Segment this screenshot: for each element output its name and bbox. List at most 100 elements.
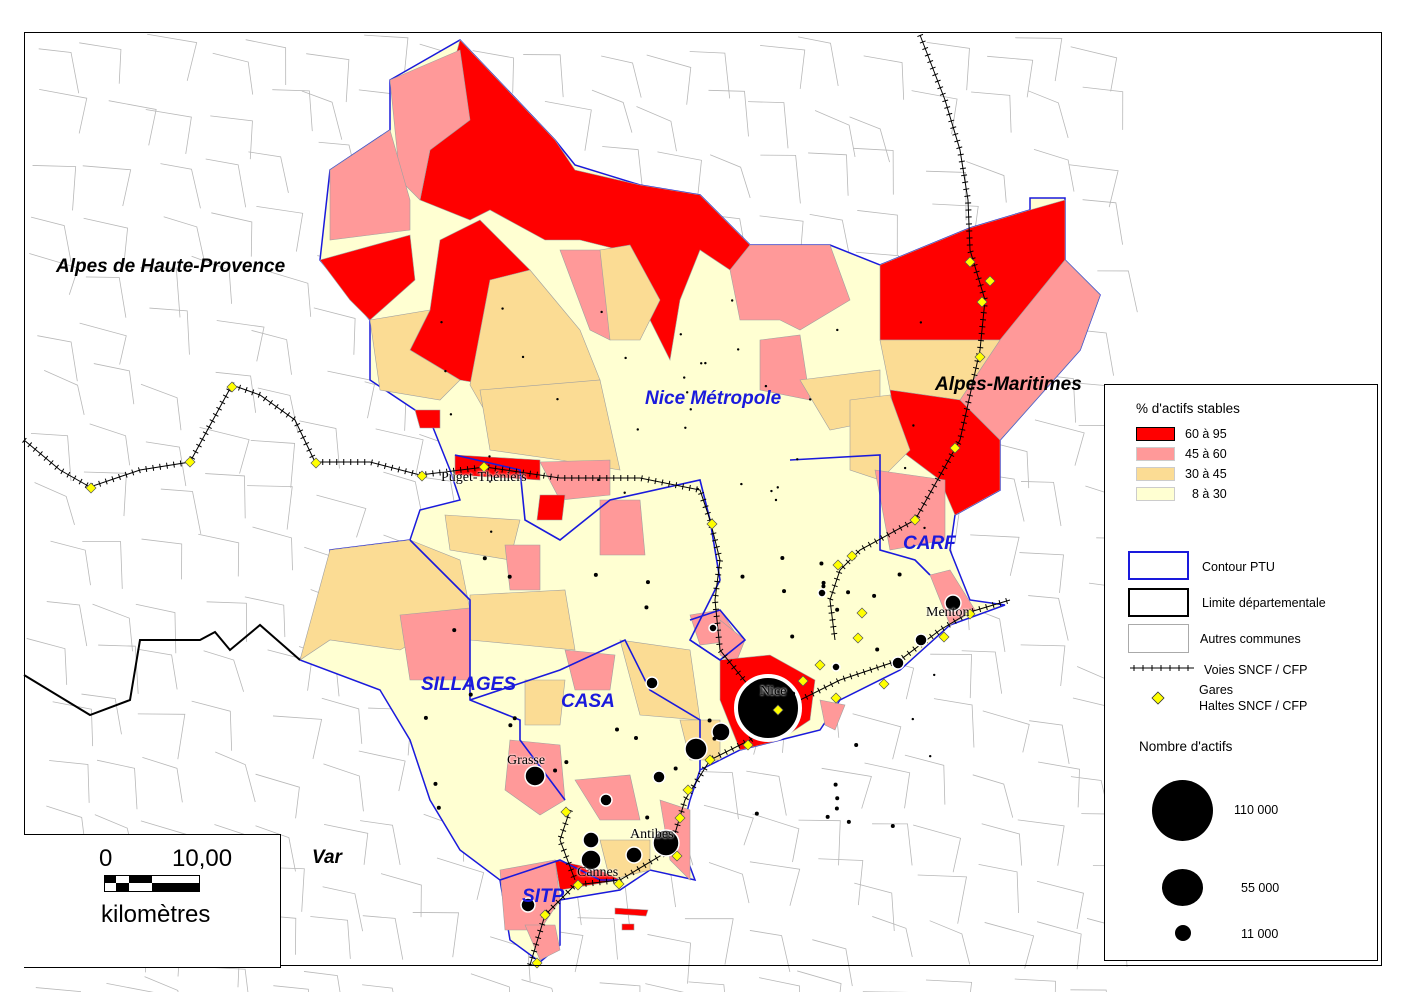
commune-boundary [971, 91, 1012, 133]
commune-boundary [970, 534, 1020, 576]
workers-circle [704, 361, 707, 365]
station-diamond-icon [976, 296, 988, 308]
workers-circle [796, 458, 799, 461]
workers-circle [488, 455, 491, 458]
commune-boundary [1070, 46, 1118, 92]
city-cannes: Cannes [577, 865, 619, 880]
station-diamond-icon [706, 518, 718, 530]
label-sillages: SILLAGES [421, 674, 517, 695]
commune-boundary [857, 210, 898, 256]
commune-boundary [380, 873, 422, 918]
commune-boundary [140, 383, 182, 431]
workers-circle [708, 623, 718, 633]
commune-boundary [412, 912, 460, 958]
workers-circle [597, 478, 600, 482]
workers-circle [770, 489, 773, 493]
station-diamond-icon [878, 678, 890, 690]
workers-circle [821, 580, 826, 585]
commune-boundary [814, 110, 856, 157]
commune-boundary [470, 973, 511, 992]
commune-boundary [853, 147, 894, 195]
station-diamond-icon [671, 850, 683, 862]
workers-circle [684, 426, 687, 430]
commune-boundary [32, 165, 77, 211]
rail-symbol [1130, 665, 1194, 671]
commune-boundary [688, 981, 725, 992]
workers-circle [644, 605, 649, 610]
workers-circle [923, 526, 926, 530]
commune-boundary [1020, 644, 1066, 687]
workers-circle [919, 321, 923, 324]
workers-circle [645, 580, 650, 585]
commune-boundary [821, 767, 872, 809]
commune-boundary [809, 214, 851, 258]
station-diamond-icon [478, 461, 490, 473]
commune-boundary [82, 165, 132, 207]
commune-boundary [645, 983, 685, 992]
commune-boundary [301, 90, 343, 140]
workers-circle [634, 735, 639, 740]
station-diamond-icon [682, 784, 694, 796]
legend-label: Autres communes [1200, 632, 1301, 646]
workers-circle [914, 633, 928, 647]
commune-zone [889, 389, 1001, 516]
commune-zone [819, 699, 846, 731]
scale-bar [104, 875, 200, 892]
legend-class-label: 8 à 30 [1192, 487, 1227, 501]
legend-label: Gares [1199, 683, 1234, 697]
commune-boundary [39, 88, 88, 134]
city-grasse: Grasse [507, 753, 546, 768]
commune-boundary [636, 106, 677, 152]
label-nice-metropole: Nice Métropole [645, 388, 782, 409]
commune-boundary [79, 322, 127, 365]
workers-circle [501, 307, 504, 310]
commune-zone [874, 469, 946, 551]
commune-boundary [849, 116, 890, 163]
scale-bar-box: 0 10,00 kilomètres [24, 834, 281, 968]
station-diamond-icon [832, 559, 844, 571]
commune-boundary [812, 939, 853, 987]
label-var: Var [312, 847, 342, 868]
commune-boundary [250, 440, 296, 488]
workers-circle [679, 333, 683, 336]
commune-boundary [872, 916, 913, 957]
workers-circle [836, 328, 839, 332]
label-carf: CARF [903, 533, 956, 554]
commune-boundary [1038, 761, 1080, 808]
workers-circle [440, 320, 443, 324]
workers-circle [556, 397, 559, 401]
commune-boundary [145, 109, 192, 155]
commune-boundary [252, 526, 293, 571]
commune-boundary [82, 540, 123, 589]
commune-boundary [145, 441, 187, 487]
commune-boundary [657, 151, 702, 199]
station-diamond-icon [974, 351, 986, 363]
commune-boundary [108, 100, 157, 146]
commune-boundary [245, 39, 287, 85]
workers-circle [652, 770, 666, 784]
commune-boundary [50, 540, 91, 586]
commune-boundary [327, 370, 376, 419]
ptu-contour-line [409, 539, 566, 801]
station-diamond-icon [1151, 691, 1165, 705]
station-diamond-icon [852, 632, 864, 644]
station-diamond-icon [938, 631, 950, 643]
swatch-limite [1128, 588, 1189, 617]
commune-boundary [904, 754, 946, 805]
commune-boundary [472, 50, 514, 94]
station-diamond-icon [814, 659, 826, 671]
ptu-contour-line [454, 454, 721, 661]
commune-boundary [38, 48, 80, 94]
commune-boundary [163, 216, 205, 259]
commune-boundary [925, 979, 973, 992]
commune-boundary [1029, 720, 1070, 764]
commune-boundary [591, 89, 633, 133]
commune-boundary [646, 54, 692, 105]
workers-circle [614, 727, 619, 732]
station-diamond-icon [539, 909, 551, 921]
commune-boundary [248, 151, 289, 193]
scale-unit: kilomètres [101, 901, 211, 928]
commune-boundary [321, 697, 363, 744]
workers-circle [774, 498, 778, 502]
commune-zone [369, 309, 461, 401]
